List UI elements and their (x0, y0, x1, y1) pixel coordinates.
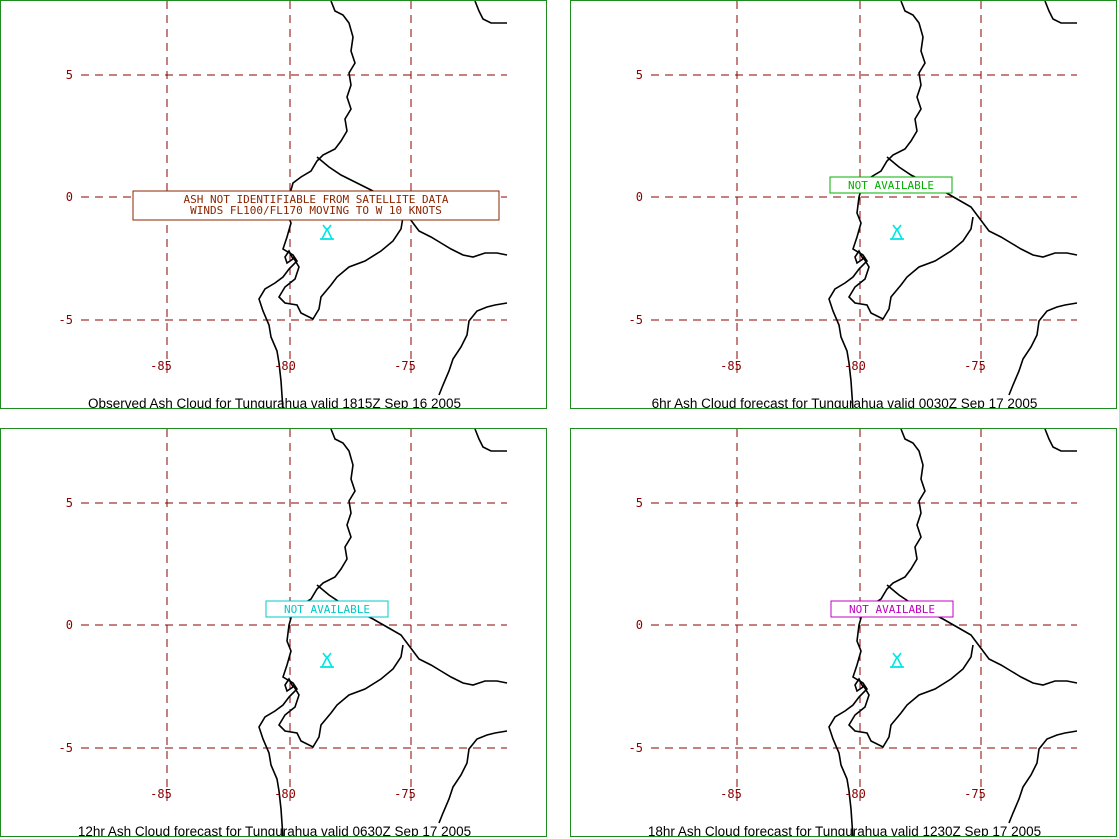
map-panel-18hr: 5 0 -5 -85 -80 -75 NOT AVAILABLE 18hr Ash Clou… (570, 428, 1117, 837)
notice-box (265, 600, 389, 618)
latitude-label: 0 (636, 618, 643, 632)
longitude-label: -85 (720, 359, 742, 373)
longitude-label: -80 (844, 359, 866, 373)
coastline (316, 584, 508, 686)
latitude-label: 0 (66, 618, 73, 632)
latitude-label: 5 (636, 496, 643, 510)
notice-text: ASH NOT IDENTIFIABLE FROM SATELLITE DATA (184, 193, 449, 206)
panel-caption: 12hr Ash Cloud forecast for Tungurahua v… (77, 824, 472, 837)
latitude-label: -5 (59, 741, 73, 755)
coastline (284, 249, 295, 265)
status-notice: NOT AVAILABLE (829, 176, 953, 194)
volcano-icon (890, 224, 904, 240)
notice-box (829, 176, 953, 194)
coastline (438, 302, 508, 396)
latitude-label: -5 (629, 741, 643, 755)
coastline (1044, 429, 1077, 452)
volcano-icon (320, 652, 334, 668)
coastline (854, 677, 865, 693)
coastline (847, 644, 974, 749)
panel-caption: Observed Ash Cloud for Tungurahua valid … (87, 396, 461, 409)
map-canvas: 5 0 -5 -85 -80 -75 NOT AVAILABLE (59, 429, 508, 836)
coastline (854, 249, 865, 265)
coastline (886, 584, 1078, 686)
coastline (1008, 302, 1078, 396)
notice-box (830, 600, 954, 618)
status-notice: NOT AVAILABLE (265, 600, 389, 618)
latitude-label: -5 (59, 313, 73, 327)
longitude-label: -75 (964, 359, 986, 373)
longitude-label: -75 (964, 787, 986, 801)
map-panel-observed: 5 0 -5 -85 -80 -75 ASH NOT IDENTIFIABLE FROM S… (0, 0, 547, 409)
status-notice: NOT AVAILABLE (830, 600, 954, 618)
coastline (316, 156, 508, 258)
coastline (258, 429, 356, 836)
latitude-label: 0 (636, 190, 643, 204)
notice-text: WINDS FL100/FL170 MOVING TO W 10 KNOTS (190, 204, 442, 217)
longitude-label: -85 (720, 787, 742, 801)
status-notice: ASH NOT IDENTIFIABLE FROM SATELLITE DATA… (132, 190, 500, 221)
coastline (1044, 1, 1077, 24)
panel-caption: 18hr Ash Cloud forecast for Tungurahua v… (647, 824, 1042, 837)
coastline (828, 1, 926, 408)
latitude-label: 0 (66, 190, 73, 204)
coastline (438, 730, 508, 824)
notice-text: NOT AVAILABLE (284, 603, 370, 616)
longitude-label: -75 (394, 787, 416, 801)
coastline (886, 156, 1078, 258)
latitude-label: 5 (66, 496, 73, 510)
coastline (284, 677, 295, 693)
map-panel-6hr: 5 0 -5 -85 -80 -75 NOT AVAILABLE 6hr Ash Cloud… (570, 0, 1117, 409)
longitude-label: -85 (150, 359, 172, 373)
latitude-label: 5 (636, 68, 643, 82)
notice-box (132, 190, 500, 221)
coastline (474, 429, 507, 452)
notice-text: NOT AVAILABLE (849, 603, 935, 616)
latitude-label: 5 (66, 68, 73, 82)
map-canvas: 5 0 -5 -85 -80 -75 NOT AVAILABLE (629, 429, 1078, 836)
coastline (277, 216, 404, 321)
map-panel-12hr: 5 0 -5 -85 -80 -75 NOT AVAILABLE 12hr Ash Clou… (0, 428, 547, 837)
longitude-label: -80 (274, 359, 296, 373)
longitude-label: -80 (844, 787, 866, 801)
map-canvas: 5 0 -5 -85 -80 -75 ASH NOT IDENTIFIABLE FROM S… (59, 1, 508, 408)
map-canvas: 5 0 -5 -85 -80 -75 NOT AVAILABLE (629, 1, 1078, 408)
volcano-icon (890, 652, 904, 668)
notice-text: NOT AVAILABLE (848, 179, 934, 192)
longitude-label: -75 (394, 359, 416, 373)
volcano-icon (320, 224, 334, 240)
coastline (258, 1, 356, 408)
coastline (277, 644, 404, 749)
longitude-label: -80 (274, 787, 296, 801)
panel-caption: 6hr Ash Cloud forecast for Tungurahua va… (651, 396, 1038, 409)
coastline (1008, 730, 1078, 824)
longitude-label: -85 (150, 787, 172, 801)
coastline (828, 429, 926, 836)
coastline (474, 1, 507, 24)
coastline (847, 216, 974, 321)
latitude-label: -5 (629, 313, 643, 327)
